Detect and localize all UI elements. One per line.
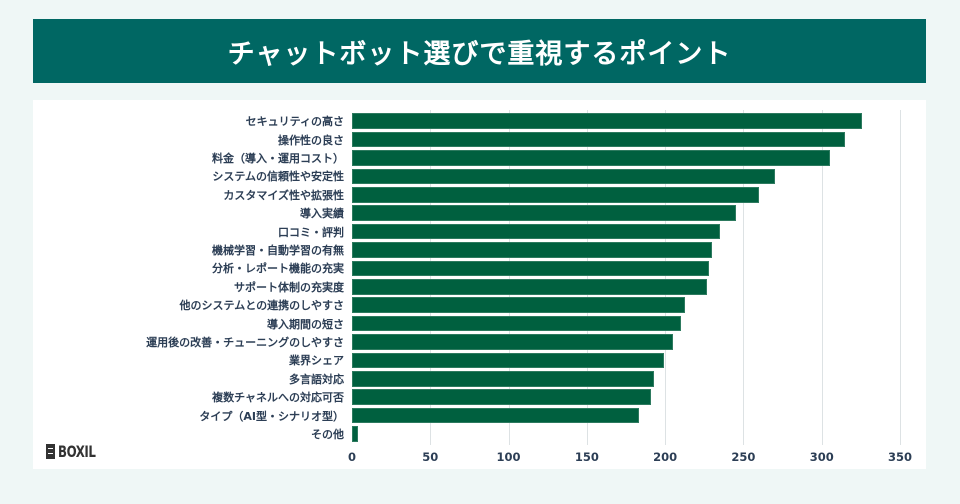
x-tick-label: 250: [731, 450, 756, 464]
grid-line: [665, 110, 667, 445]
category-label: 導入実績: [300, 207, 344, 221]
x-tick-label: 350: [887, 450, 913, 464]
category-label: 他のシステムとの連携のしやすさ: [179, 299, 344, 313]
bar: [352, 371, 655, 387]
category-label: システムの信頼性や安定性: [212, 170, 344, 184]
bar-row: サポート体制の充実度: [92, 278, 708, 296]
category-label: 料金（導入・運用コスト）: [212, 151, 344, 165]
bar-row: カスタマイズ性や拡張性: [92, 186, 760, 204]
bar-row: 導入期間の短さ: [92, 314, 681, 332]
bar-row: セキュリティの高さ: [92, 112, 863, 130]
grid-line: [430, 110, 432, 445]
bar: [352, 297, 686, 313]
bar: [352, 223, 720, 240]
x-tick-label: 200: [653, 450, 678, 464]
bar: [352, 315, 681, 332]
x-tick-label: 0: [347, 450, 357, 464]
bar: [352, 407, 639, 424]
bar: [352, 187, 760, 203]
bar: [352, 150, 830, 166]
grid-line: [743, 110, 745, 445]
boxil-logo-text: BOXIL: [58, 442, 96, 461]
bar: [352, 352, 664, 369]
category-label: 多言語対応: [289, 372, 344, 386]
title-banner: チャットボット選びで重視するポイント: [33, 19, 926, 83]
grid-line: [586, 110, 588, 445]
category-label: 口コミ・評判: [278, 225, 344, 239]
category-label: 操作性の良さ: [278, 133, 344, 147]
bar: [352, 260, 709, 277]
category-label: 導入期間の短さ: [267, 317, 344, 331]
category-label: その他: [311, 427, 344, 441]
bar-row: 複数チャネルへの対応可否: [92, 388, 652, 406]
bar: [352, 131, 846, 148]
grid-line: [821, 110, 823, 445]
category-label: カスタマイズ性や拡張性: [223, 188, 344, 202]
x-tick-label: 300: [809, 450, 834, 464]
bar: [352, 205, 736, 221]
x-tick-label: 100: [496, 450, 521, 464]
bar-chart-plot-area: セキュリティの高さ操作性の良さ料金（導入・運用コスト） システムの信頼性や安定性カ…: [146, 110, 912, 445]
bar-row: 業界シェア: [92, 351, 664, 369]
boxil-logo-icon: [46, 444, 55, 459]
grid-line: [508, 110, 510, 445]
bar-row: 他のシステムとの連携のしやすさ: [92, 296, 686, 314]
category-label: 運用後の改善・チューニングのしやすさ: [146, 335, 344, 349]
category-label: セキュリティの高さ: [245, 115, 344, 129]
bar: [352, 426, 359, 442]
category-label: 複数チャネルへの対応可否: [212, 391, 344, 405]
x-tick-label: 150: [574, 450, 599, 464]
bar-row: 操作性の良さ: [92, 130, 846, 148]
grid-line: [900, 110, 901, 445]
bar: [352, 113, 863, 129]
bar: [352, 389, 652, 405]
bar-row: 導入実績: [92, 204, 736, 222]
bar-row: システムの信頼性や安定性: [92, 167, 775, 185]
category-label: 分析・レポート機能の充実: [212, 262, 344, 276]
bar-row: 口コミ・評判: [92, 222, 720, 240]
category-label: サポート体制の充実度: [234, 280, 344, 294]
category-label: 業界シェア: [289, 354, 344, 368]
bar-row: 運用後の改善・チューニングのしやすさ: [92, 333, 673, 351]
bar-row: 分析・レポート機能の充実: [92, 259, 709, 277]
page-title: チャットボット選びで重視するポイント: [227, 38, 732, 70]
boxil-logo: BOXIL: [46, 442, 104, 461]
bar: [352, 279, 708, 295]
category-label: 機械学習・自動学習の有無: [212, 243, 344, 257]
x-tick-label: 50: [422, 450, 439, 464]
bar-row: 機械学習・自動学習の有無: [92, 241, 713, 259]
bar-row: 多言語対応: [92, 370, 655, 388]
bar-row: その他: [92, 425, 359, 443]
bar-row: タイプ（AI型・シナリオ型）: [92, 406, 639, 424]
bar: [352, 334, 673, 350]
bar: [352, 168, 775, 185]
bar: [352, 242, 713, 258]
bar-row: 料金（導入・運用コスト）: [92, 149, 830, 167]
category-label: タイプ（AI型・シナリオ型）: [199, 409, 344, 423]
